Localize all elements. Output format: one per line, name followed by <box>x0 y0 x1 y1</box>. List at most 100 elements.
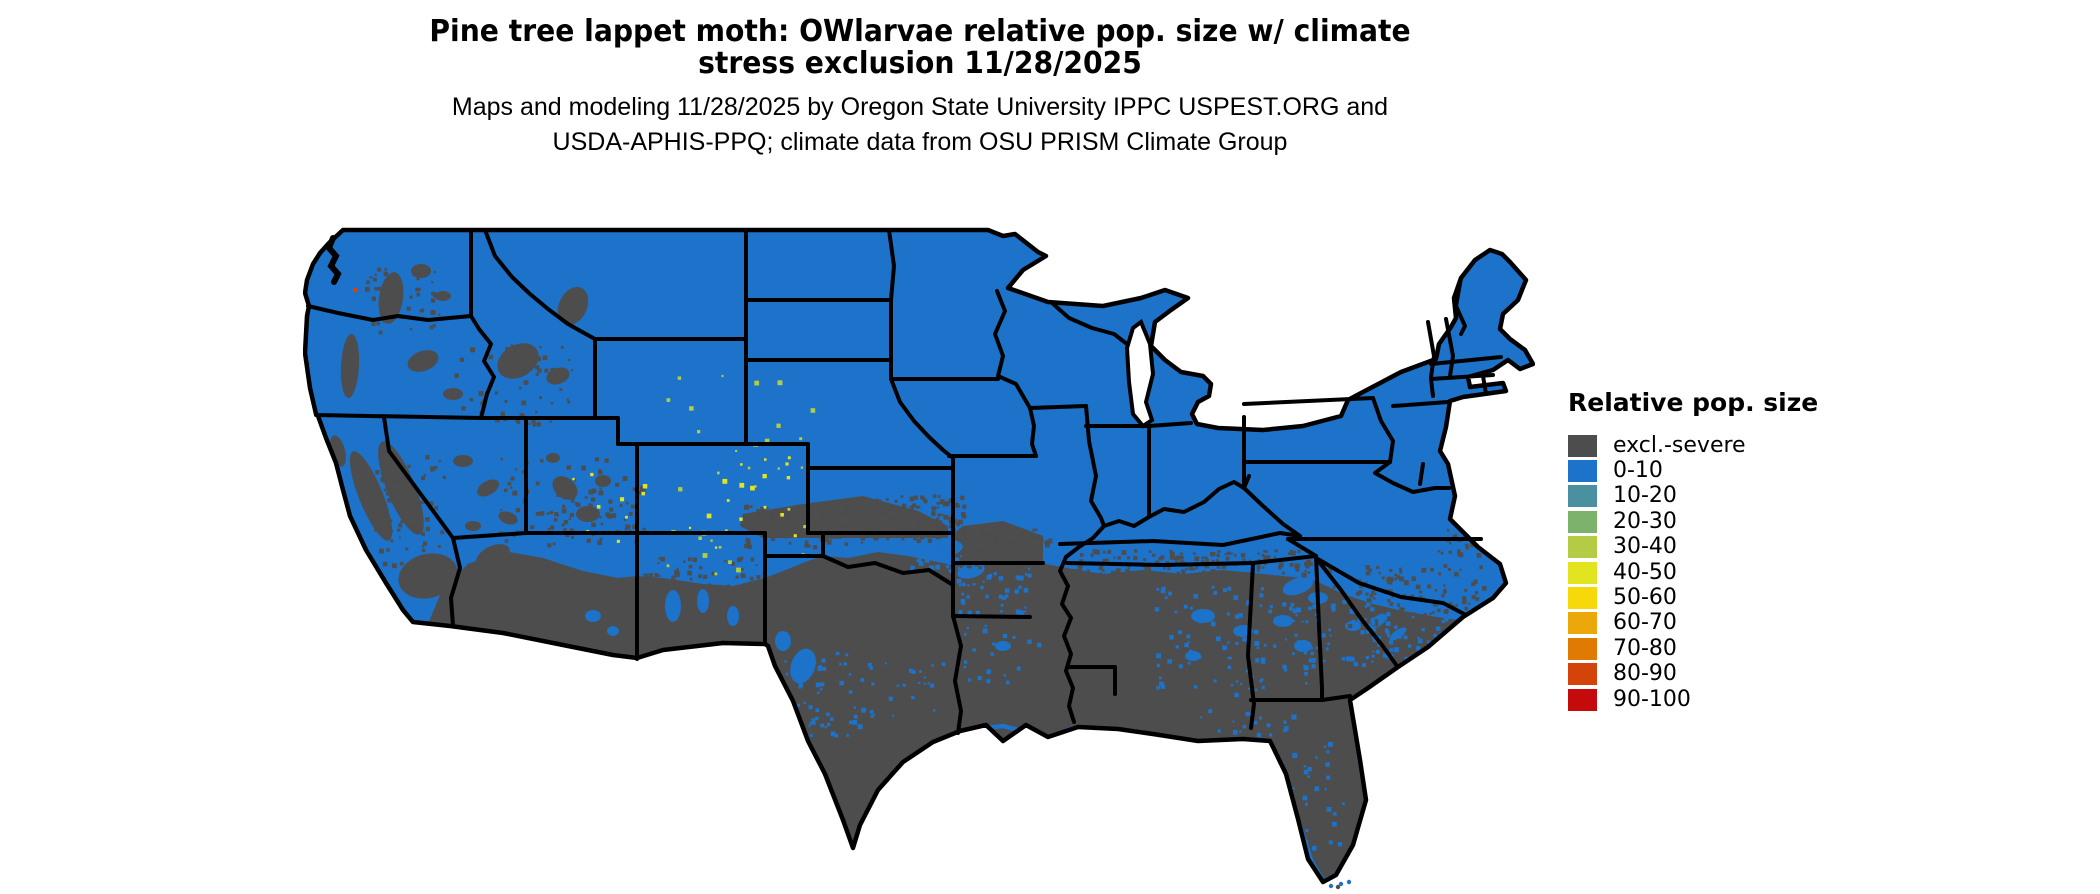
excluded-patch <box>407 350 439 372</box>
raster-speckle <box>925 558 930 563</box>
raster-speckle <box>933 518 937 523</box>
raster-speckle <box>756 509 760 513</box>
raster-speckle <box>1294 633 1298 637</box>
raster-speckle <box>1387 633 1391 637</box>
raster-speckle <box>505 347 510 352</box>
raster-speckle <box>430 310 436 315</box>
raster-speckle <box>442 475 446 479</box>
raster-speckle <box>625 515 628 519</box>
raster-speckle <box>599 516 602 519</box>
raster-speckle <box>787 456 791 460</box>
raster-speckle <box>438 313 441 316</box>
excluded-patch <box>557 286 589 326</box>
raster-speckle <box>674 572 680 578</box>
raster-speckle <box>910 565 915 571</box>
raster-speckle <box>724 529 728 533</box>
raster-speckle <box>1154 607 1160 612</box>
raster-speckle <box>871 682 875 686</box>
raster-speckle <box>423 556 427 560</box>
legend-row-20-30: 20-30 <box>1568 509 1828 534</box>
raster-speckle <box>786 476 791 480</box>
raster-speckle <box>955 536 959 540</box>
raster-speckle <box>913 520 916 524</box>
raster-speckle <box>1446 528 1450 532</box>
raster-speckle <box>1256 565 1261 570</box>
raster-speckle <box>1079 559 1084 564</box>
raster-speckle <box>1365 570 1371 576</box>
raster-speckle <box>1265 555 1271 561</box>
raster-speckle <box>1102 569 1105 572</box>
raster-speckle <box>809 662 812 665</box>
raster-speckle <box>888 514 894 519</box>
raster-speckle <box>1148 550 1152 553</box>
raster-speckle <box>747 544 752 549</box>
raster-speckle <box>796 703 801 707</box>
raster-speckle <box>783 715 787 720</box>
legend-label: 30-40 <box>1613 534 1677 560</box>
raster-speckle <box>1384 628 1389 632</box>
raster-speckle <box>1167 566 1171 570</box>
raster-speckle <box>819 688 823 691</box>
raster-speckle <box>1044 540 1048 545</box>
raster-speckle <box>1348 623 1353 629</box>
raster-speckle <box>1411 615 1415 619</box>
legend-swatch-90-100 <box>1568 688 1597 711</box>
raster-speckle <box>988 540 993 545</box>
raster-speckle <box>387 481 391 486</box>
raster-speckle <box>1389 602 1394 606</box>
raster-speckle <box>1333 615 1336 619</box>
raster-speckle <box>812 522 817 527</box>
raster-speckle <box>887 521 890 524</box>
raster-speckle <box>860 529 863 532</box>
raster-speckle <box>739 482 745 488</box>
excluded-patch <box>477 479 499 497</box>
low-pop-patch <box>607 626 619 636</box>
raster-speckle <box>619 504 623 507</box>
raster-speckle <box>510 486 513 489</box>
raster-speckle <box>886 537 890 541</box>
raster-speckle <box>780 525 784 528</box>
florida-keys-dot <box>1338 881 1344 887</box>
raster-speckle <box>743 514 746 518</box>
raster-speckle <box>830 731 836 737</box>
raster-speckle <box>911 669 916 674</box>
raster-speckle <box>588 490 591 493</box>
raster-speckle <box>789 524 794 529</box>
excluded-patch <box>398 553 458 599</box>
raster-speckle <box>975 610 980 615</box>
raster-speckle <box>956 578 962 584</box>
raster-speckle <box>1236 680 1239 683</box>
raster-speckle <box>1417 638 1423 644</box>
raster-speckle <box>995 556 1001 561</box>
raster-speckle <box>826 504 830 507</box>
raster-speckle <box>985 594 989 599</box>
map-title-line-2: stress exclusion 11/28/2025 <box>698 46 1142 81</box>
raster-speckle <box>803 701 806 704</box>
legend-label: 40-50 <box>1613 559 1677 585</box>
raster-speckle <box>1201 556 1205 560</box>
us-map-svg <box>302 227 1536 890</box>
raster-speckle <box>383 561 388 567</box>
raster-speckle <box>1399 570 1403 574</box>
raster-speckle <box>571 484 574 487</box>
raster-speckle <box>788 727 791 731</box>
raster-speckle <box>908 668 913 673</box>
raster-speckle <box>882 514 885 517</box>
raster-speckle <box>932 494 937 498</box>
state-border <box>951 614 963 735</box>
raster-speckle <box>939 540 943 545</box>
raster-speckle <box>1434 589 1438 592</box>
raster-speckle <box>1304 569 1307 572</box>
raster-speckle <box>366 280 370 285</box>
raster-speckle <box>1216 636 1221 642</box>
low-pop-patch <box>665 590 681 622</box>
raster-speckle <box>1306 559 1312 565</box>
raster-speckle <box>826 539 832 545</box>
raster-speckle <box>1417 660 1422 665</box>
legend-swatch-60-70 <box>1568 612 1597 635</box>
raster-speckle <box>549 420 552 423</box>
raster-speckle <box>1369 593 1374 598</box>
raster-speckle <box>944 558 948 563</box>
raster-speckle <box>1462 599 1467 605</box>
raster-speckle <box>777 732 781 736</box>
